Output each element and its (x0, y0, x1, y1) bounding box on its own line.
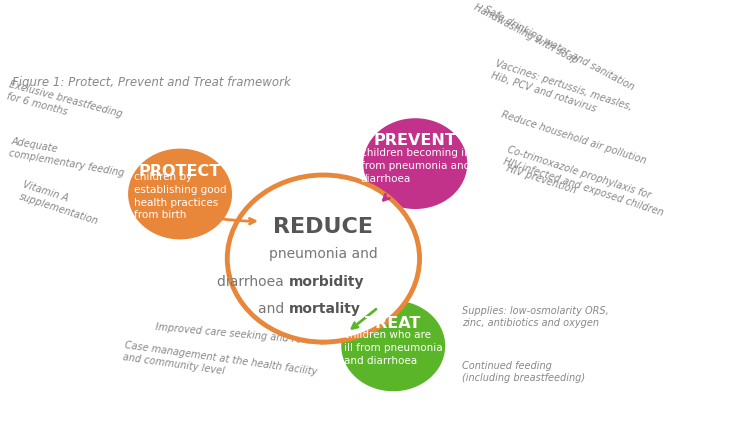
Text: diarrhoea: diarrhoea (218, 275, 288, 289)
Text: Vaccines: pertussis, measles,
Hib, PCV and rotavirus: Vaccines: pertussis, measles, Hib, PCV a… (490, 59, 634, 124)
Text: PREVENT: PREVENT (374, 133, 456, 149)
Text: Co-trimoxazole prophylaxis for
HIV-infected and exposed children: Co-trimoxazole prophylaxis for HIV-infec… (502, 145, 668, 218)
Text: Reduce household air pollution: Reduce household air pollution (500, 110, 648, 166)
Text: Handwashing with soap: Handwashing with soap (472, 3, 580, 66)
Text: Continued feeding
(including breastfeeding): Continued feeding (including breastfeedi… (462, 361, 585, 383)
Text: HIV prevention: HIV prevention (505, 163, 578, 195)
Text: Figure 1: Protect, Prevent and Treat framework: Figure 1: Protect, Prevent and Treat fra… (12, 76, 291, 90)
Text: Supplies: low-osmolarity ORS,
zinc, antibiotics and oxygen: Supplies: low-osmolarity ORS, zinc, anti… (462, 306, 609, 328)
Text: Vitamin A
supplementation: Vitamin A supplementation (18, 180, 104, 227)
Text: Improved care seeking and referral: Improved care seeking and referral (155, 323, 328, 347)
Text: pneumonia and: pneumonia and (269, 247, 378, 261)
Text: Adequate
complementary feeding: Adequate complementary feeding (8, 136, 127, 178)
Circle shape (227, 175, 420, 342)
Text: mortality: mortality (288, 302, 360, 316)
Text: Exclusive breastfeeding
for 6 months: Exclusive breastfeeding for 6 months (5, 79, 123, 131)
Text: and: and (258, 302, 288, 316)
Text: children who are
ill from pneumonia
and diarrhoea: children who are ill from pneumonia and … (344, 330, 442, 366)
Text: Safe drinking water and sanitation: Safe drinking water and sanitation (482, 4, 636, 92)
Text: TREAT: TREAT (365, 316, 421, 331)
Text: morbidity: morbidity (288, 275, 364, 289)
Text: children becoming ill
from pneumonia and
diarrhoea: children becoming ill from pneumonia and… (361, 148, 470, 184)
Circle shape (343, 302, 443, 389)
Circle shape (130, 150, 230, 238)
Text: PROTECT: PROTECT (139, 164, 221, 179)
Text: Case management at the health facility
and community level: Case management at the health facility a… (122, 340, 318, 389)
Circle shape (365, 120, 465, 207)
Text: REDUCE: REDUCE (273, 217, 373, 237)
Text: children by
establishing good
health practices
from birth: children by establishing good health pra… (134, 172, 226, 220)
